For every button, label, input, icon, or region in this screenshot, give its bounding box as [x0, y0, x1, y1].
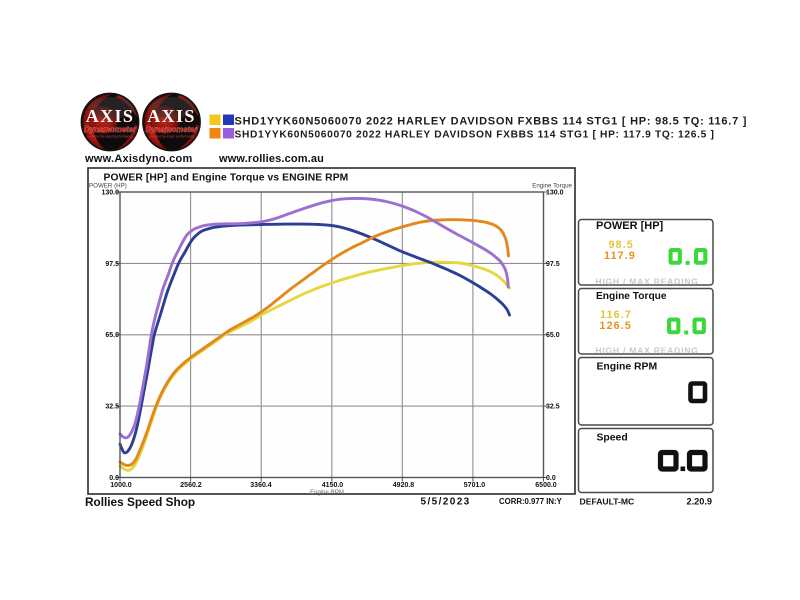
svg-text:POWER [HP] and Engine Torque v: POWER [HP] and Engine Torque vs ENGINE R…	[104, 173, 349, 184]
svg-text:32.5: 32.5	[546, 404, 560, 411]
svg-text:powered by expert performance: powered by expert performance	[149, 135, 194, 139]
svg-text:www.rollies.com.au: www.rollies.com.au	[218, 153, 324, 165]
svg-text:4920.8: 4920.8	[393, 482, 415, 489]
svg-text:65.0: 65.0	[546, 332, 560, 339]
svg-text:Engine Torque: Engine Torque	[596, 291, 667, 302]
svg-text:DEFAULT-MC: DEFAULT-MC	[580, 497, 635, 507]
svg-text:POWER (HP): POWER (HP)	[89, 183, 127, 190]
svg-text:Rollies Speed Shop: Rollies Speed Shop	[85, 495, 195, 509]
svg-text:4150.0: 4150.0	[322, 482, 344, 489]
svg-text:130.0: 130.0	[546, 189, 564, 196]
svg-text:SHD1YYK60N5060070 2022 HARLEY: SHD1YYK60N5060070 2022 HARLEY DAVIDSON F…	[235, 115, 748, 127]
svg-text:97.5: 97.5	[546, 261, 560, 268]
svg-text:Engine RPM: Engine RPM	[597, 362, 658, 373]
svg-text:32.5: 32.5	[105, 404, 119, 411]
svg-text:CORR:0.977 IN:Y: CORR:0.977 IN:Y	[499, 497, 563, 506]
svg-text:116.7: 116.7	[600, 309, 632, 321]
svg-text:98.5: 98.5	[609, 239, 634, 251]
svg-text:0.0: 0.0	[546, 475, 556, 482]
svg-text:130.0: 130.0	[101, 189, 119, 196]
svg-text:3360.4: 3360.4	[250, 482, 272, 489]
svg-text:97.5: 97.5	[105, 261, 119, 268]
svg-text:HIGH / MAX READING: HIGH / MAX READING	[595, 346, 698, 356]
svg-text:www.Axisdyno.com: www.Axisdyno.com	[84, 153, 193, 165]
svg-text:2560.2: 2560.2	[180, 482, 202, 489]
svg-text:1000.0: 1000.0	[110, 482, 132, 489]
svg-text:65.0: 65.0	[105, 332, 119, 339]
svg-text:126.5: 126.5	[599, 320, 632, 332]
svg-text:2.20.9: 2.20.9	[686, 497, 712, 507]
svg-text:6500.0: 6500.0	[535, 482, 557, 489]
svg-text:Engine Torque: Engine Torque	[532, 183, 572, 190]
svg-text:0.0: 0.0	[109, 475, 119, 482]
svg-text:HIGH / MAX READING: HIGH / MAX READING	[595, 277, 698, 287]
svg-text:5/5/2023: 5/5/2023	[421, 497, 471, 508]
svg-text:AXIS: AXIS	[147, 106, 196, 126]
svg-text:Dynamometer: Dynamometer	[146, 125, 199, 134]
svg-text:Speed: Speed	[597, 433, 628, 444]
svg-text:SHD1YYK60N5060070 2022 HARLEY: SHD1YYK60N5060070 2022 HARLEY DAVIDSON F…	[235, 130, 715, 141]
svg-text:5701.0: 5701.0	[464, 482, 486, 489]
svg-text:Engine RPM: Engine RPM	[310, 490, 344, 496]
svg-text:POWER [HP]: POWER [HP]	[596, 220, 664, 232]
svg-text:AXIS: AXIS	[86, 106, 135, 126]
svg-text:powered by expert performance: powered by expert performance	[87, 135, 132, 139]
svg-text:117.9: 117.9	[604, 250, 636, 262]
svg-text:Dynamometer: Dynamometer	[84, 125, 137, 134]
